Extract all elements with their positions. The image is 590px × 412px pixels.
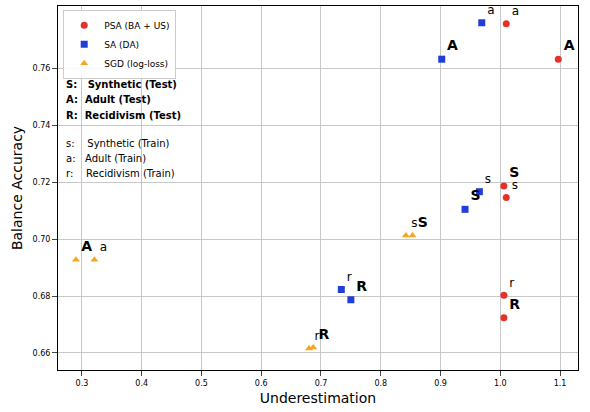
svg-text:0.76: 0.76 xyxy=(33,64,51,73)
svg-text:r: r xyxy=(347,270,352,284)
svg-text:0.74: 0.74 xyxy=(33,121,51,130)
svg-text:A: A xyxy=(447,37,458,53)
svg-text:SGD (log-loss): SGD (log-loss) xyxy=(104,59,168,69)
svg-text:r: r xyxy=(509,276,514,290)
svg-text:S: S xyxy=(470,187,480,203)
svg-text:A: A xyxy=(81,238,92,254)
svg-text:0.4: 0.4 xyxy=(135,379,148,388)
svg-text:0.6: 0.6 xyxy=(255,379,268,388)
svg-text:A: Adult (Test): A: Adult (Test) xyxy=(66,94,151,105)
svg-text:Balance Accuracy: Balance Accuracy xyxy=(9,126,25,250)
svg-text:0.72: 0.72 xyxy=(33,178,51,187)
svg-text:a: a xyxy=(512,4,519,18)
svg-text:SA (DA): SA (DA) xyxy=(104,40,139,50)
svg-text:S: Synthetic (Test): S: Synthetic (Test) xyxy=(66,79,177,90)
svg-text:r: Recidivism (Train): r: Recidivism (Train) xyxy=(66,168,175,179)
svg-text:S: S xyxy=(418,214,428,230)
svg-text:1.1: 1.1 xyxy=(554,379,567,388)
svg-text:1.0: 1.0 xyxy=(494,379,507,388)
svg-text:s: Synthetic (Train): s: Synthetic (Train) xyxy=(66,138,170,149)
svg-text:R: R xyxy=(509,296,520,312)
svg-text:R: R xyxy=(319,326,330,342)
svg-text:0.5: 0.5 xyxy=(195,379,208,388)
svg-text:s: s xyxy=(411,216,417,230)
svg-text:0.68: 0.68 xyxy=(33,292,51,301)
svg-text:0.7: 0.7 xyxy=(315,379,328,388)
svg-text:Underestimation: Underestimation xyxy=(260,390,376,406)
svg-text:PSA (BA + US): PSA (BA + US) xyxy=(104,21,169,31)
svg-text:a: a xyxy=(100,240,107,254)
svg-text:r: r xyxy=(314,329,319,343)
svg-text:a: a xyxy=(487,3,494,17)
svg-text:a: Adult (Train): a: Adult (Train) xyxy=(66,153,146,164)
svg-text:0.9: 0.9 xyxy=(434,379,447,388)
svg-text:S: S xyxy=(509,164,519,180)
svg-text:R: R xyxy=(356,278,367,294)
svg-text:s: s xyxy=(485,172,491,186)
svg-text:0.3: 0.3 xyxy=(76,379,89,388)
svg-text:A: A xyxy=(564,37,575,53)
svg-text:0.70: 0.70 xyxy=(33,235,51,244)
svg-text:R: Recidivism (Test): R: Recidivism (Test) xyxy=(66,110,181,121)
svg-text:0.8: 0.8 xyxy=(374,379,387,388)
svg-text:0.66: 0.66 xyxy=(33,349,51,358)
svg-text:s: s xyxy=(512,178,518,192)
